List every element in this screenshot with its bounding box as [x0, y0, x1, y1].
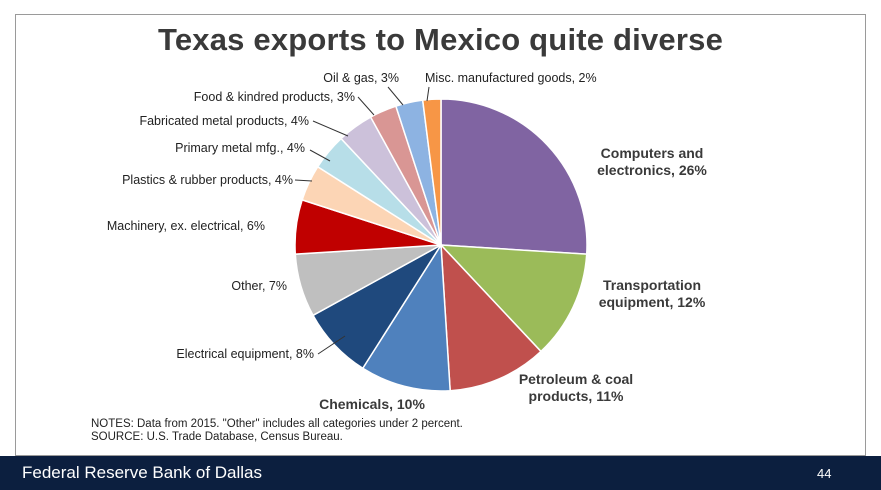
chart-notes: NOTES: Data from 2015. "Other" includes … — [91, 418, 463, 444]
slice-label: Oil & gas, 3% — [323, 71, 399, 85]
slide-frame — [15, 14, 866, 456]
slice-label: Other, 7% — [231, 279, 287, 293]
slice-label: Transportation equipment, 12% — [599, 277, 706, 310]
leader-line — [426, 86, 430, 102]
footer-bar: Federal Reserve Bank of Dallas 44 — [0, 456, 881, 490]
slice-label: Primary metal mfg., 4% — [175, 141, 305, 155]
leader-line — [357, 96, 375, 116]
chart-title: Texas exports to Mexico quite diverse — [157, 22, 724, 57]
slice-label: Fabricated metal products, 4% — [139, 114, 309, 128]
leader-line — [312, 120, 349, 137]
slice-label: Chemicals, 10% — [319, 396, 425, 412]
leader-line — [294, 179, 313, 182]
slice-label: Misc. manufactured goods, 2% — [425, 71, 597, 85]
notes-text: NOTES: Data from 2015. "Other" includes … — [91, 418, 463, 430]
pie-slice — [439, 244, 588, 353]
pie-slice — [440, 242, 543, 392]
leader-line — [309, 149, 331, 162]
pie-slice — [361, 242, 451, 392]
pie-slice — [421, 98, 442, 246]
slice-label: Machinery, ex. electrical, 6% — [107, 219, 265, 233]
pie-slice — [440, 98, 588, 255]
leader-line — [387, 86, 404, 106]
slice-label: Electrical equipment, 8% — [176, 347, 314, 361]
leader-line — [317, 335, 346, 355]
source-text: SOURCE: U.S. Trade Database, Census Bure… — [91, 431, 343, 443]
slice-label: Petroleum & coal products, 11% — [519, 371, 633, 404]
footer-brand: Federal Reserve Bank of Dallas — [22, 463, 263, 482]
slice-label: Plastics & rubber products, 4% — [122, 173, 293, 187]
page-number: 44 — [817, 466, 832, 481]
slice-label: Food & kindred products, 3% — [194, 90, 355, 104]
slice-label: Computers and electronics, 26% — [597, 145, 707, 178]
